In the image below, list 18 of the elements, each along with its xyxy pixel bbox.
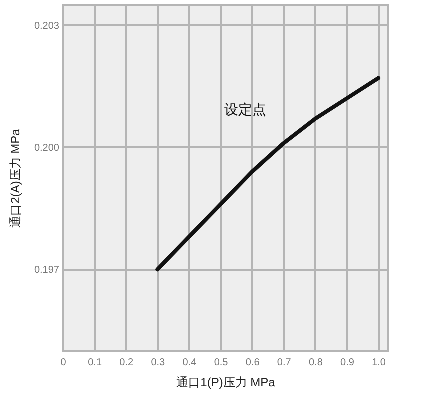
- x-tick-label: 0.8: [308, 358, 324, 368]
- y-tick-label: 0.203: [34, 20, 60, 32]
- y-axis-title: 通口2(A)压力 MPa: [8, 128, 22, 228]
- x-axis-title: 通口1(P)压力 MPa: [176, 376, 276, 390]
- y-tick-label: 0.200: [34, 142, 60, 154]
- x-tick-label: 0.9: [340, 358, 355, 368]
- x-tick-label: 0.3: [151, 358, 166, 368]
- x-tick-label: 0.6: [246, 358, 260, 368]
- x-tick-label: 0.1: [88, 358, 102, 368]
- x-tick-label: 0.5: [214, 358, 229, 368]
- x-tick-label: 0.2: [120, 358, 134, 368]
- x-tick-label: 0.4: [182, 358, 198, 368]
- line-series: [156, 76, 381, 272]
- y-tick-label: 0.197: [34, 265, 60, 276]
- x-tick-label: 0.7: [277, 358, 292, 368]
- x-tick-label: 1.0: [372, 358, 386, 368]
- annotation: 设定点: [224, 101, 267, 118]
- x-tick-label: 0: [60, 358, 67, 368]
